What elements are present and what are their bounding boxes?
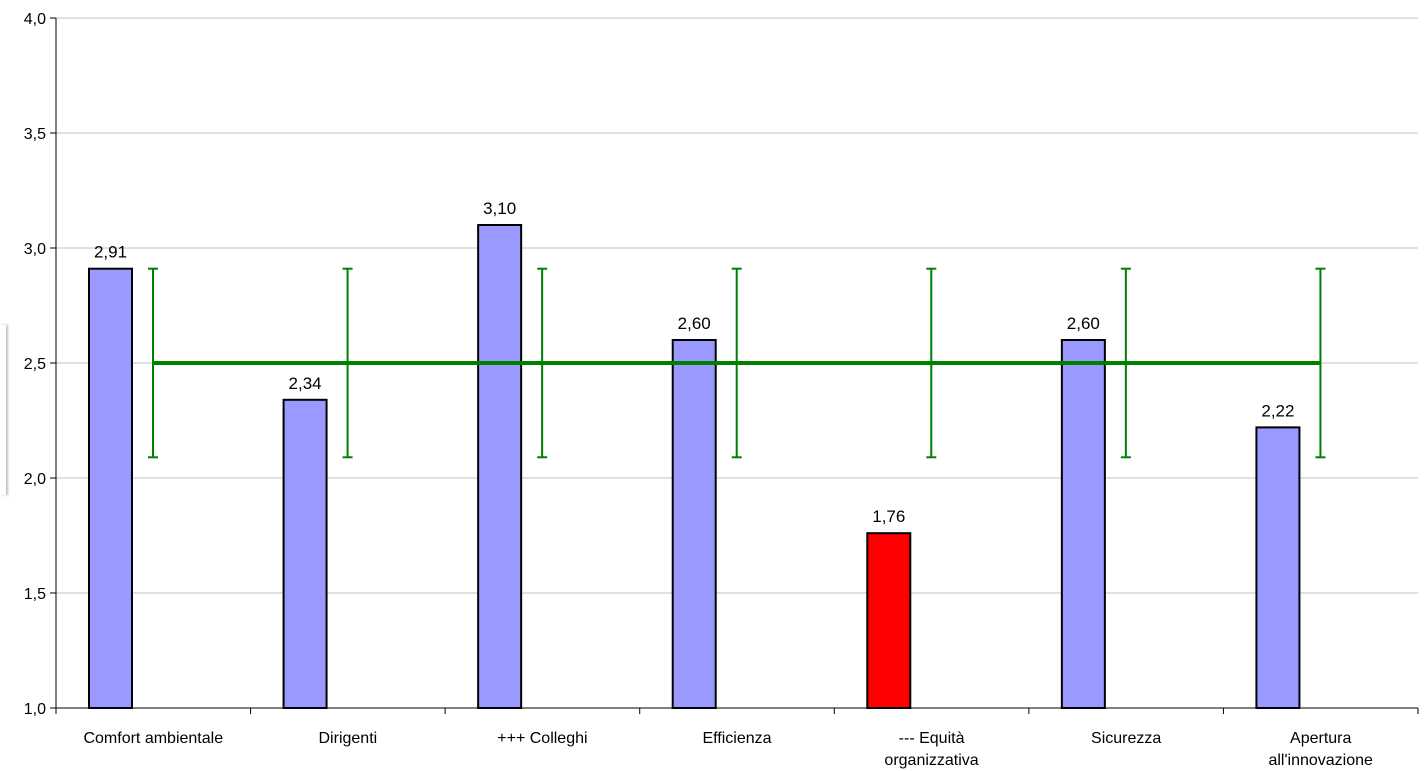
bars	[88, 224, 1301, 710]
y-tick-label: 1,0	[24, 701, 46, 718]
bar	[671, 339, 717, 709]
data-label: 3,10	[483, 199, 516, 218]
data-label: 2,91	[94, 243, 127, 262]
bar	[477, 224, 523, 709]
x-category-label: --- Equità	[899, 730, 965, 747]
x-category-label: all'innovazione	[1268, 752, 1373, 769]
x-category-label: Dirigenti	[319, 730, 378, 747]
x-category-label: Comfort ambientale	[83, 730, 223, 747]
y-tick-label: 4,0	[24, 11, 46, 28]
y-tick-label: 2,5	[24, 356, 46, 373]
bar	[866, 532, 912, 710]
bar	[282, 398, 328, 709]
y-tick-label: 2,0	[24, 471, 46, 488]
data-label: 2,60	[678, 314, 711, 333]
data-label: 1,76	[872, 507, 905, 526]
bar	[88, 267, 133, 709]
y-tick-label: 3,5	[24, 126, 46, 143]
labels: 1,0 1,5 2,0 2,5 3,0 3,5 4,0 2,91 Comfort ambient…	[24, 11, 1373, 769]
y-tick-label: 1,5	[24, 586, 46, 603]
x-category-label: organizzativa	[884, 752, 978, 769]
bar	[1255, 426, 1301, 709]
x-category-label: Sicurezza	[1091, 730, 1161, 747]
data-label: 2,34	[289, 374, 322, 393]
y-tick-label: 3,0	[24, 241, 46, 258]
data-label: 2,22	[1261, 401, 1294, 420]
error-bars	[148, 267, 1326, 459]
x-category-label: Efficienza	[702, 730, 771, 747]
data-label: 2,60	[1067, 314, 1100, 333]
axes	[50, 17, 1419, 714]
x-category-label: Apertura	[1290, 730, 1351, 747]
x-category-label: +++ Colleghi	[497, 730, 587, 747]
bar	[1060, 339, 1106, 709]
window-edge-shadow	[0, 325, 7, 495]
